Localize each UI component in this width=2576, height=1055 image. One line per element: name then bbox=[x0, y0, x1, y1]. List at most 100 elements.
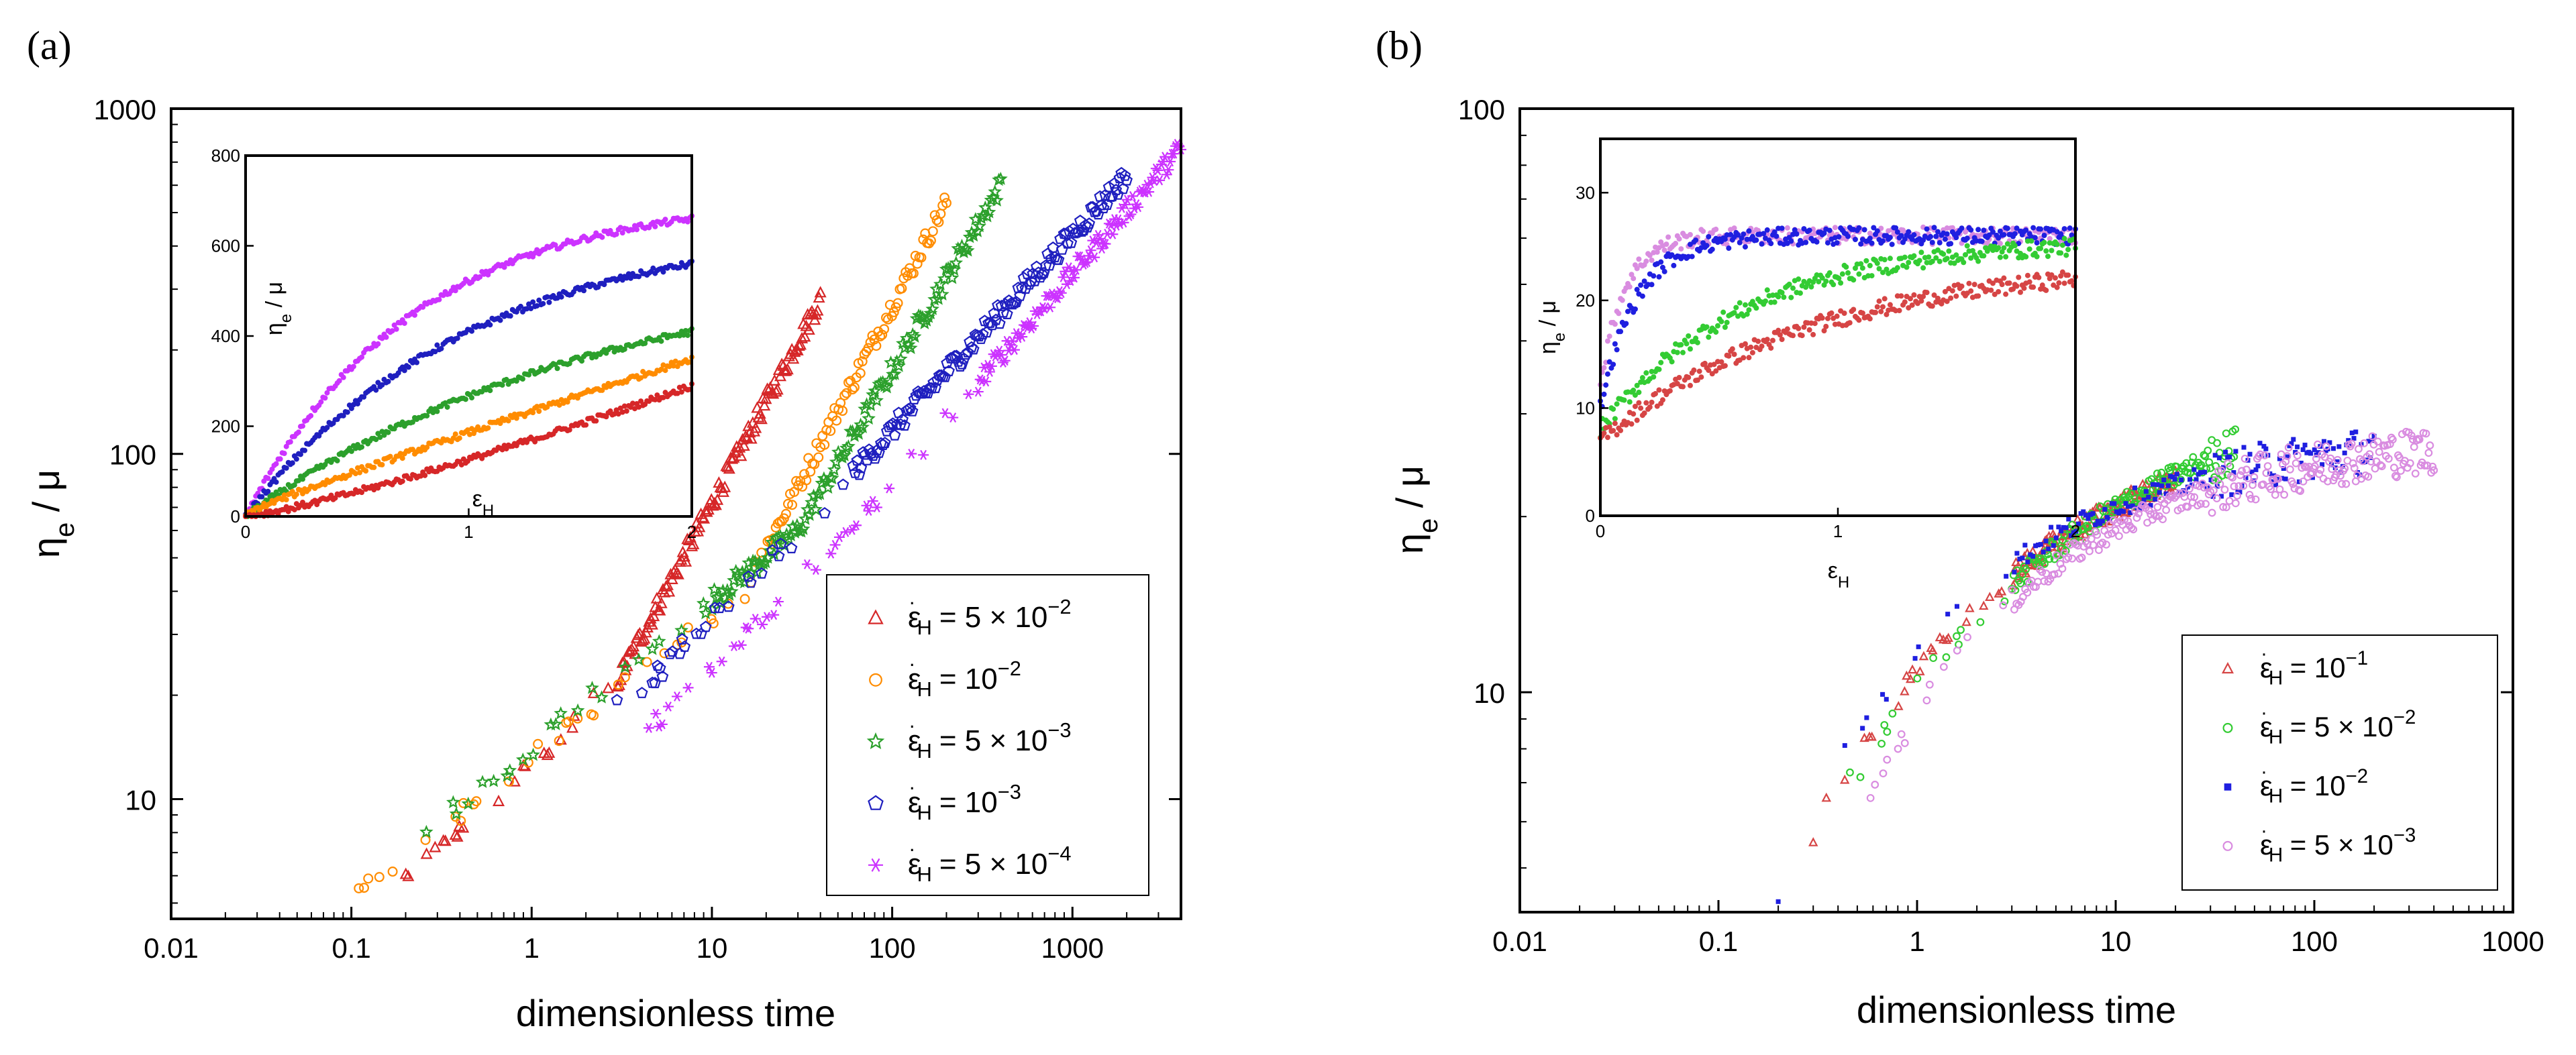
inset-data-point bbox=[1610, 406, 1616, 412]
data-point bbox=[548, 717, 563, 730]
data-point bbox=[449, 828, 462, 840]
data-point bbox=[2189, 453, 2198, 461]
data-point bbox=[1034, 271, 1047, 283]
data-point bbox=[869, 452, 881, 464]
inset-data-point bbox=[556, 402, 562, 408]
data-point bbox=[399, 867, 412, 879]
data-point bbox=[1864, 715, 1869, 720]
data-point bbox=[986, 361, 997, 372]
inset-data-point bbox=[283, 504, 289, 510]
data-point bbox=[1027, 321, 1039, 331]
data-point bbox=[1856, 773, 1865, 781]
data-point bbox=[723, 462, 735, 474]
data-point bbox=[2411, 469, 2420, 478]
data-point bbox=[1897, 730, 1906, 738]
inset-data-point bbox=[2024, 272, 2030, 278]
inset-data-point bbox=[1663, 241, 1669, 247]
data-point bbox=[1915, 666, 1925, 675]
data-point bbox=[1112, 188, 1124, 200]
y-tick-label: 1000 bbox=[94, 94, 156, 125]
inset-data-point bbox=[1610, 362, 1616, 368]
inset-data-point bbox=[2030, 284, 2037, 290]
data-point bbox=[2211, 476, 2220, 484]
data-point bbox=[1070, 226, 1083, 238]
inset-data-point bbox=[361, 394, 367, 400]
data-point bbox=[699, 620, 712, 632]
inset-data-point bbox=[1990, 280, 1996, 286]
inset-data-point bbox=[1920, 294, 1926, 300]
data-point bbox=[825, 425, 836, 436]
x-tick-label: 1 bbox=[1909, 926, 1924, 957]
data-point bbox=[503, 763, 517, 777]
data-point bbox=[2023, 588, 2032, 597]
inset-data-point bbox=[322, 482, 328, 488]
data-point bbox=[1047, 241, 1060, 253]
inset-data-point bbox=[2026, 279, 2032, 285]
inset-data-point bbox=[629, 400, 635, 406]
data-point bbox=[869, 334, 880, 345]
inset-data-point bbox=[293, 501, 299, 507]
data-point bbox=[2030, 553, 2036, 559]
inset-data-point bbox=[300, 476, 306, 482]
inset-data-point bbox=[627, 275, 633, 281]
inset-data-point bbox=[1907, 296, 1913, 302]
inset-y-tick-label: 20 bbox=[1576, 290, 1595, 311]
inset-data-point bbox=[1726, 353, 1732, 359]
data-point bbox=[1846, 768, 1854, 777]
inset-data-point bbox=[554, 295, 560, 301]
inset-data-point bbox=[487, 388, 493, 394]
data-point bbox=[2125, 504, 2130, 509]
data-point bbox=[2102, 506, 2108, 512]
data-point bbox=[585, 681, 599, 694]
data-point bbox=[2299, 477, 2308, 486]
inset-data-point bbox=[1935, 247, 1941, 253]
inset-data-point bbox=[438, 345, 444, 351]
inset-data-point bbox=[636, 274, 642, 280]
inset-data-point bbox=[334, 457, 340, 463]
data-point bbox=[856, 420, 870, 433]
inset-data-point bbox=[340, 412, 346, 419]
inset-data-point bbox=[1777, 332, 1783, 338]
data-point bbox=[419, 824, 433, 838]
inset-data-point bbox=[1918, 249, 1924, 256]
inset-data-point bbox=[623, 275, 629, 281]
inset-data-point bbox=[1845, 233, 1851, 239]
data-point bbox=[2415, 435, 2424, 444]
data-point bbox=[2222, 429, 2230, 438]
inset-data-point bbox=[678, 389, 684, 395]
inset-data-point bbox=[2056, 280, 2062, 286]
inset-data-point bbox=[629, 227, 635, 233]
data-point bbox=[354, 883, 364, 893]
data-point bbox=[2015, 557, 2026, 567]
inset-data-point bbox=[371, 487, 377, 493]
inset-data-point bbox=[1647, 404, 1653, 410]
inset-data-point bbox=[1612, 421, 1618, 427]
data-point bbox=[716, 656, 727, 667]
data-point bbox=[2058, 536, 2067, 545]
data-point bbox=[884, 355, 898, 369]
data-point bbox=[1108, 177, 1121, 189]
data-point bbox=[862, 411, 876, 425]
data-point bbox=[1900, 739, 1909, 747]
data-point bbox=[1985, 592, 1995, 602]
data-point bbox=[772, 549, 785, 561]
inset-data-point bbox=[566, 427, 572, 433]
inset-data-point bbox=[1629, 272, 1635, 278]
x-tick-label: 0.1 bbox=[1699, 926, 1738, 957]
inset-data-point bbox=[640, 369, 646, 375]
data-point bbox=[798, 330, 811, 342]
data-point bbox=[2274, 475, 2283, 483]
data-point bbox=[2090, 511, 2096, 516]
inset-data-point bbox=[1731, 310, 1737, 316]
inset-data-point bbox=[534, 303, 540, 309]
inset-data-point bbox=[1627, 284, 1633, 290]
inset-data-point bbox=[1634, 417, 1640, 423]
data-point bbox=[918, 449, 929, 460]
inset-data-point bbox=[1933, 233, 1939, 239]
inset-x-tick-label: 1 bbox=[464, 522, 473, 542]
inset-data-point bbox=[383, 334, 389, 340]
data-point bbox=[1083, 250, 1094, 261]
inset-x-tick-label: 1 bbox=[1833, 521, 1843, 541]
data-point bbox=[1055, 288, 1067, 298]
inset-data-point bbox=[350, 364, 356, 370]
